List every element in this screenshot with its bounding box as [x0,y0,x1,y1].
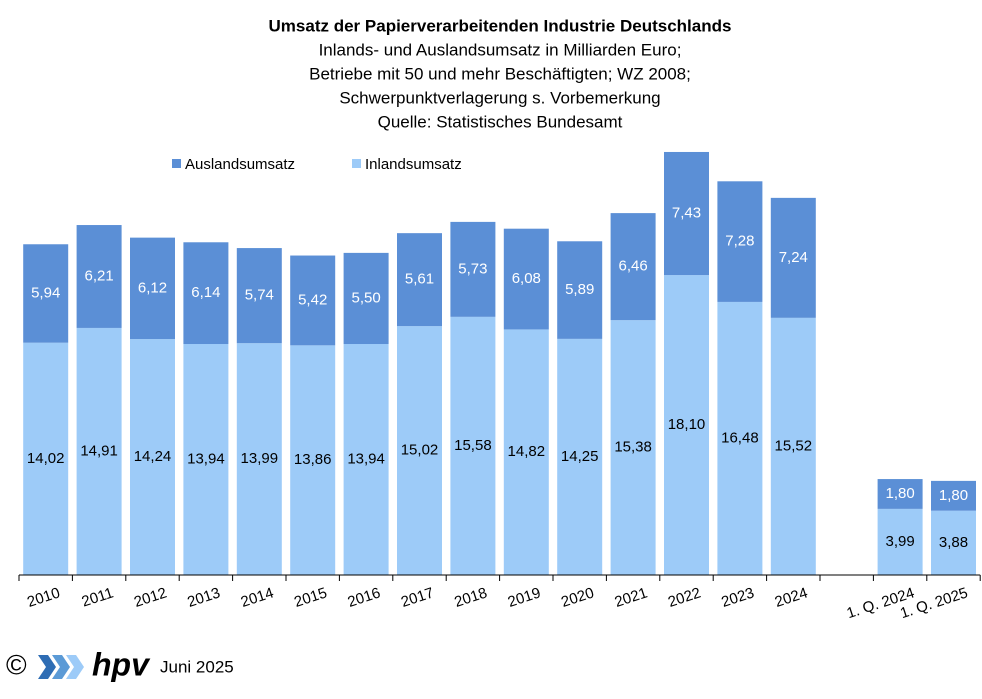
value-label: 6,12 [138,279,167,296]
copyright: © [6,649,27,680]
x-tick-label: 2017 [399,584,436,610]
x-tick-label: 2013 [185,584,222,610]
value-label: 7,43 [672,204,701,221]
bar-segment [236,248,282,344]
bar-segment [23,342,69,575]
value-label: 6,21 [84,267,113,284]
x-tick-label: 2012 [132,584,169,610]
bar-segment [717,181,763,302]
bar-segment [877,508,923,575]
bar-segment [664,275,709,575]
subtitle: Inlands- und Auslandsumsatz in Milliarde… [319,40,682,59]
value-label: 15,38 [614,439,652,456]
value-label: 15,52 [775,437,813,454]
x-tick-label: 2022 [666,584,703,610]
value-label: 15,02 [401,442,439,459]
bar-segment [450,316,496,575]
bar-segment [770,317,816,575]
x-tick-label: 2015 [292,584,329,610]
bar-segment [717,301,763,575]
bar-segment [76,225,122,328]
value-label: 14,02 [27,450,65,467]
value-label: 13,86 [294,451,332,468]
bar-segment [130,339,175,575]
bar-segment [931,510,976,575]
value-label: 14,24 [134,448,172,465]
legend-label: Inlandsumsatz [365,156,462,173]
bar-segment [557,338,603,575]
value-label: 1,80 [939,487,968,504]
value-label: 1,80 [885,485,914,502]
value-label: 3,99 [885,533,914,550]
bar-segment [343,344,389,575]
value-label: 13,94 [187,450,225,467]
x-tick-label: 2018 [452,584,489,610]
x-tick-label: 2024 [773,584,810,610]
value-label: 5,42 [298,291,327,308]
bar-segment [76,327,122,575]
value-label: 14,82 [508,443,546,460]
bar-segment [770,197,816,318]
value-label: 5,50 [351,289,380,306]
value-label: 6,46 [618,258,647,275]
value-label: 14,91 [80,442,118,459]
x-tick-label: 2011 [80,584,116,610]
bar-segment [664,151,709,276]
subtitle: Quelle: Statistisches Bundesamt [378,112,623,131]
bar-segment [503,329,549,575]
value-label: 14,25 [561,448,599,465]
value-label: 16,48 [721,429,759,446]
value-label: 5,74 [245,287,274,304]
bar-segment [397,326,442,575]
bar-segment [877,479,923,509]
footer-logo: © hpv Juni 2025 [6,646,234,682]
value-label: 6,14 [191,284,220,301]
bar-segment [610,320,656,575]
legend-label: Auslandsumsatz [185,156,295,173]
bar-segment [290,255,336,346]
value-label: 5,73 [458,260,487,277]
bar-segment [557,241,603,339]
value-label: 3,88 [939,534,968,551]
subtitle: Schwerpunktverlagerung s. Vorbemerkung [339,88,660,107]
value-label: 7,28 [725,233,754,250]
x-tick-label: 2023 [719,584,756,610]
subtitle: Betriebe mit 50 und mehr Beschäftigten; … [309,64,691,83]
bar-segment [610,213,656,321]
bar-segment [23,244,69,343]
logo-text: hpv [92,646,151,682]
value-label: 18,10 [668,416,706,433]
value-label: 7,24 [779,249,808,266]
footer-date: Juni 2025 [160,657,234,676]
bar-segment [130,237,175,340]
legend-swatch [172,159,181,168]
value-label: 6,08 [512,270,541,287]
bar-segment [450,221,496,317]
value-label: 5,89 [565,281,594,298]
value-label: 15,58 [454,437,492,454]
bar-segment [503,228,549,330]
x-tick-label: 2010 [25,584,62,610]
value-label: 5,94 [31,284,60,301]
bar-segment [931,480,976,511]
x-tick-label: 2021 [613,584,650,610]
bar-segment [183,242,229,345]
value-label: 5,61 [405,271,434,288]
bar-segment [236,343,282,575]
bar-segment [183,344,229,575]
x-tick-label: 2019 [506,584,543,610]
bar-segment [290,345,336,575]
value-label: 13,99 [241,450,279,467]
x-tick-label: 2020 [559,584,596,610]
value-label: 13,94 [347,450,385,467]
bar-segment [343,252,389,345]
chart-title: Umsatz der Papierverarbeitenden Industri… [269,16,732,35]
bar-segment [397,233,442,327]
x-tick-label: 2016 [346,584,383,610]
legend-swatch [352,159,361,168]
x-tick-label: 2014 [239,584,276,610]
